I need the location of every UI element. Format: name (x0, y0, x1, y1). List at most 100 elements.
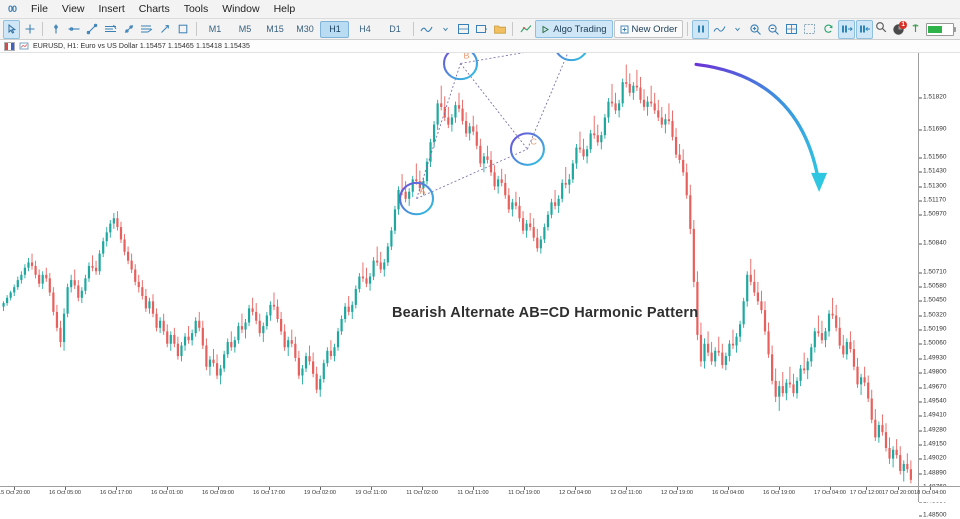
crosshair-tool-icon[interactable] (21, 20, 38, 39)
data-window-icon[interactable] (801, 20, 818, 39)
timeframe-h4[interactable]: H4 (359, 24, 371, 34)
new-order-label: New Order (631, 23, 678, 35)
toolbar-divider (42, 22, 44, 36)
timeframe-d1[interactable]: D1 (389, 24, 401, 34)
price-tick: 1.49020 (919, 455, 960, 462)
menu-item-charts[interactable]: Charts (138, 2, 170, 15)
menu-item-file[interactable]: File (31, 2, 48, 15)
svg-text:B: B (463, 53, 469, 61)
tile-windows-icon[interactable] (783, 20, 800, 39)
algo-trading-button[interactable]: Algo Trading (535, 20, 613, 38)
folder-templates-icon[interactable] (491, 20, 508, 39)
timeframe-m30[interactable]: M30 (296, 24, 314, 34)
time-tick-label: 19 Oct 02:00 (303, 490, 337, 496)
horizontal-line-tool-icon[interactable] (65, 20, 82, 39)
signal-strength-icon[interactable] (910, 20, 921, 38)
time-tick-label: 19 Oct 11:00 (355, 490, 387, 496)
price-tick: 1.51690 (919, 126, 960, 133)
time-tick-mark (473, 487, 474, 490)
shift-left-icon[interactable] (837, 19, 855, 39)
time-tick-mark (524, 487, 525, 490)
time-tick-mark (930, 487, 931, 490)
zoom-in-icon[interactable] (747, 20, 764, 39)
menu-item-insert[interactable]: Insert (98, 2, 125, 15)
price-tick: 1.50580 (919, 283, 960, 290)
chevron-down-icon[interactable] (729, 20, 746, 39)
menu-item-view[interactable]: View (61, 2, 85, 15)
zoom-out-icon[interactable] (765, 20, 782, 39)
time-tick-mark (65, 487, 66, 490)
connection-meter (926, 22, 957, 36)
time-tick-mark (779, 487, 780, 490)
toolbar-divider-3 (413, 22, 415, 36)
indicators-icon[interactable] (517, 20, 534, 39)
trendline-tool-icon[interactable] (84, 20, 101, 39)
timeframe-m15[interactable]: M15 (266, 24, 284, 34)
flag-icon (4, 41, 15, 51)
time-tick-mark (167, 487, 168, 490)
price-tick: 1.50060 (919, 340, 960, 347)
notifications-badge[interactable]: 1 (892, 20, 908, 36)
andrews-pitchfork-tool-icon[interactable] (138, 20, 155, 39)
time-tick-mark (866, 487, 867, 490)
menu-item-window[interactable]: Window (222, 2, 260, 15)
price-tick: 1.50840 (919, 240, 960, 247)
time-axis[interactable]: 15 Oct 20:00 16 Oct 05:00 16 Oct 17:00 16 O… (0, 486, 960, 502)
time-tick-mark (728, 487, 729, 490)
rectangle-tool-icon[interactable] (174, 20, 191, 39)
candlestick-series (2, 64, 912, 484)
timeframe-m5[interactable]: M5 (238, 24, 252, 34)
chart-area: ABCD Bearish Alternate AB=CD Harmonic Pa… (0, 53, 960, 519)
time-tick-label: 11 Oct 19:00 (508, 490, 540, 496)
time-tick-label: 17 Oct 04:00 (813, 490, 847, 496)
chart-title-bar: EURUSD, H1: Euro vs US Dollar 1.15457 1.… (0, 40, 960, 53)
price-tick: 1.50710 (919, 269, 960, 276)
chart-type-dropdown-icon[interactable] (436, 20, 453, 39)
vertical-line-tool-icon[interactable] (47, 20, 64, 39)
search-icon[interactable] (875, 20, 887, 38)
timeframe-m1[interactable]: M1 (208, 24, 222, 34)
price-tick: 1.49410 (919, 412, 960, 419)
line-chart-icon[interactable] (710, 20, 727, 39)
shift-right-icon[interactable] (855, 19, 874, 39)
timeframe-h1[interactable]: H1 (320, 20, 350, 38)
chart-type-icon[interactable] (418, 20, 435, 39)
grid-toggle-icon[interactable] (455, 20, 472, 39)
time-tick-label: 15 Oct 20:00 (0, 490, 31, 496)
price-tick: 1.49670 (919, 384, 960, 391)
equidistant-channel-tool-icon[interactable] (102, 20, 119, 39)
price-tick: 1.49540 (919, 398, 960, 405)
time-tick-label: 16 Oct 17:00 (99, 490, 133, 496)
price-tick: 1.50450 (919, 297, 960, 304)
price-tick: 1.48890 (919, 470, 960, 477)
new-order-button[interactable]: New Order (613, 20, 684, 38)
cursor-tool-icon[interactable] (3, 19, 21, 39)
toolbar-divider-4 (512, 22, 513, 36)
pattern-overlay: ABCD (399, 53, 828, 216)
autoscroll-icon[interactable] (473, 20, 490, 39)
time-tick-label: 17 Oct 12:00 (849, 490, 883, 496)
price-axis[interactable]: 1.51820 1.51690 1.51560 1.51430 1.51300 1.511… (918, 53, 960, 519)
price-tick: 1.51560 (919, 154, 960, 161)
price-tick: 1.51430 (919, 168, 960, 175)
time-tick-label: 16 Oct 19:00 (762, 490, 796, 496)
status-icons-group: 1 (875, 20, 960, 38)
price-tick: 1.49930 (919, 355, 960, 362)
pattern-annotation-text: Bearish Alternate AB=CD Harmonic Pattern (392, 305, 699, 321)
time-tick-mark (422, 487, 423, 490)
menu-item-tools[interactable]: Tools (183, 2, 209, 15)
time-tick-label: 12 Oct 04:00 (558, 490, 592, 496)
price-tick: 1.51170 (919, 197, 960, 204)
fibonacci-tool-icon[interactable] (120, 20, 137, 39)
menu-item-help[interactable]: Help (273, 2, 296, 15)
arrow-tool-icon[interactable] (156, 20, 173, 39)
bar-chart-icon[interactable] (692, 19, 710, 39)
time-tick-label: 18 Oct 04:00 (913, 490, 947, 496)
time-tick-label: 16 Oct 01:00 (150, 490, 184, 496)
app-logo-icon: 00 (7, 4, 17, 14)
time-tick-label: 12 Oct 11:00 (610, 490, 642, 496)
chart-plot[interactable]: ABCD Bearish Alternate AB=CD Harmonic Pa… (0, 53, 918, 486)
time-tick-mark (575, 487, 576, 490)
refresh-icon[interactable] (820, 20, 837, 39)
svg-text:A: A (420, 186, 426, 196)
